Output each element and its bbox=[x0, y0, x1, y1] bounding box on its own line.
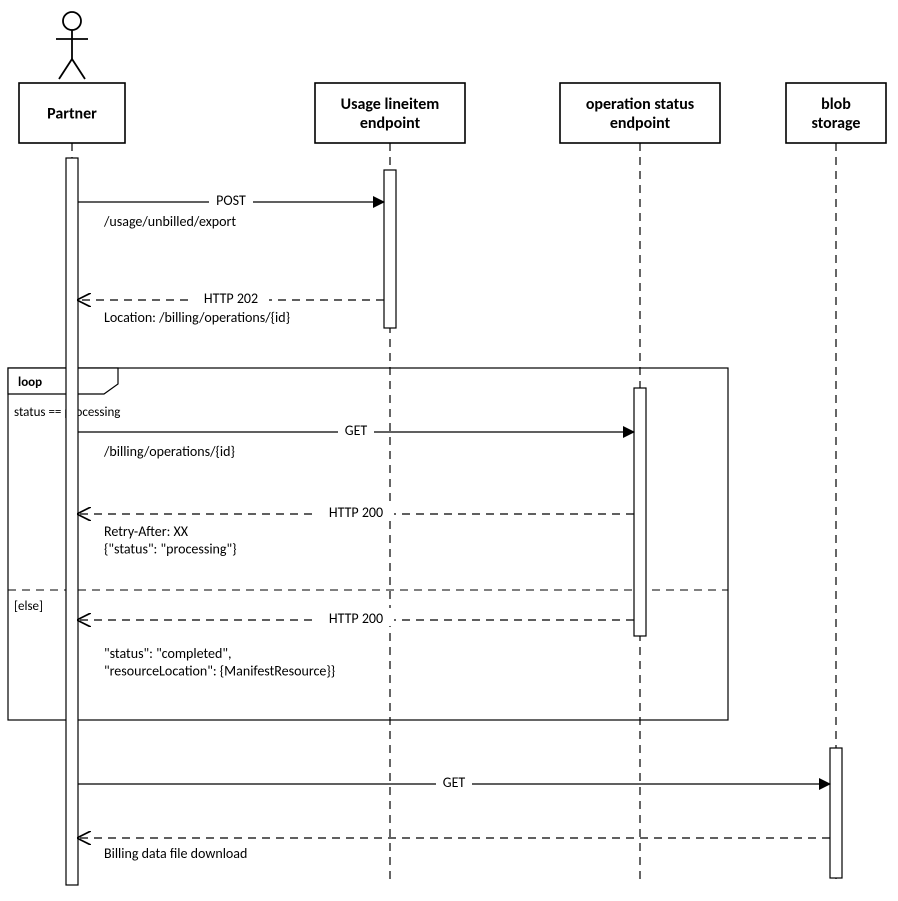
activation-opstatus bbox=[634, 388, 646, 636]
message-6-sublabel: Billing data file download bbox=[104, 845, 247, 862]
actor-label-opstatus: operation status bbox=[586, 95, 694, 114]
message-3-label: HTTP 200 bbox=[329, 504, 383, 521]
message-0-label: POST bbox=[216, 192, 246, 209]
actor-label-blob: blob bbox=[821, 95, 851, 114]
actor-label-partner: Partner bbox=[47, 105, 97, 124]
message-2-label: GET bbox=[345, 422, 368, 439]
message-1-sublabel: Location: /billing/operations/{id} bbox=[104, 309, 290, 326]
activation-usage bbox=[384, 170, 396, 328]
message-4-label: HTTP 200 bbox=[329, 610, 383, 627]
activation-blob bbox=[830, 748, 842, 878]
activation-partner bbox=[66, 158, 78, 885]
loop-condition-2: [else] bbox=[14, 599, 43, 614]
loop-label: loop bbox=[18, 375, 42, 390]
actor-label-blob: storage bbox=[812, 114, 861, 133]
message-2-sublabel: /billing/operations/{id} bbox=[103, 443, 235, 460]
actor-label-usage: endpoint bbox=[360, 114, 421, 133]
actor-label-usage: Usage lineitem bbox=[341, 95, 440, 114]
message-5-label: GET bbox=[443, 774, 466, 791]
message-0-sublabel: /usage/unbilled/export bbox=[103, 213, 236, 230]
message-1-label: HTTP 202 bbox=[204, 290, 258, 307]
sequence-diagram: loopstatus == processing[else]POST/usage… bbox=[0, 0, 898, 901]
actor-label-opstatus: endpoint bbox=[610, 114, 671, 133]
